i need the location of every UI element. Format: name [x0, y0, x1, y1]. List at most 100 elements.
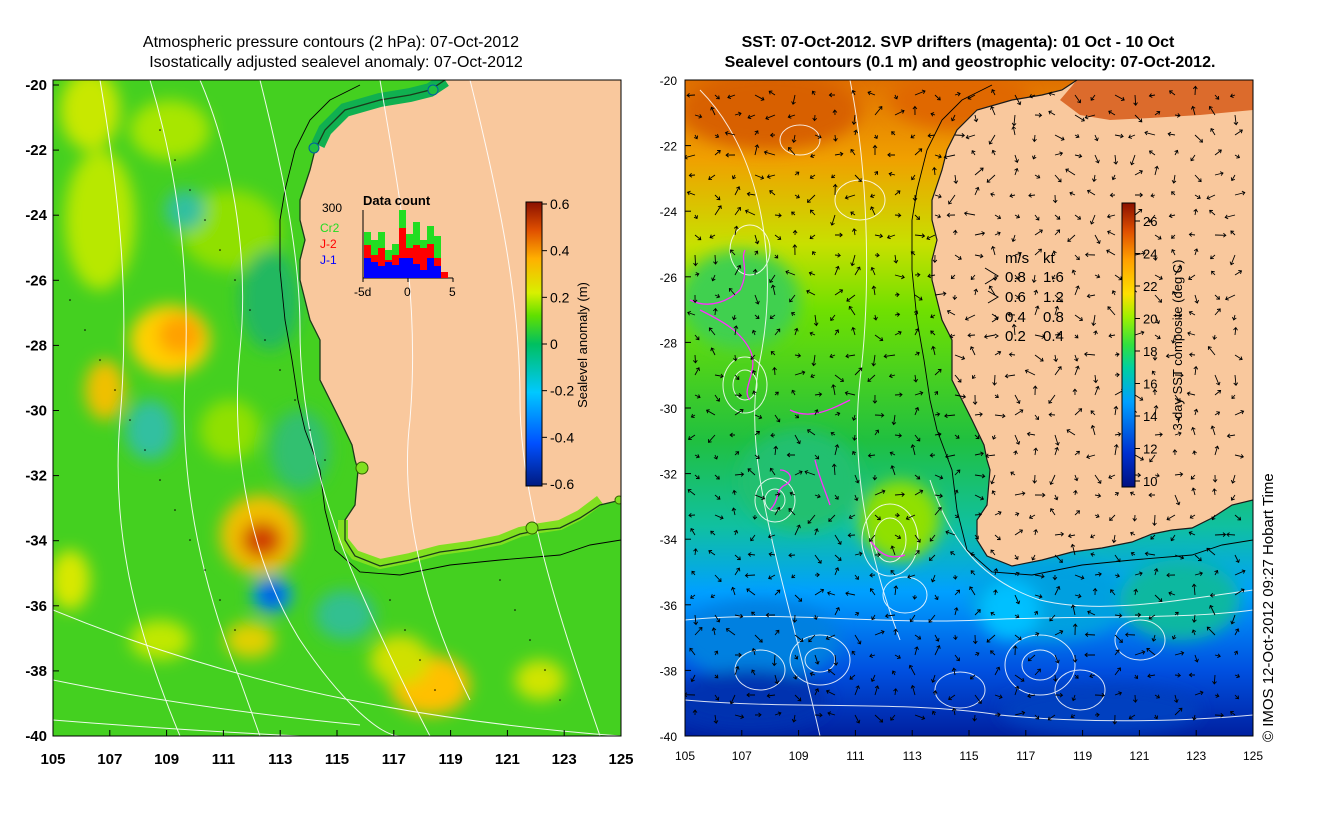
velocity-vector	[1153, 714, 1159, 720]
velocity-vector	[834, 534, 842, 545]
colorbar-tick-label: 10	[1143, 474, 1157, 489]
velocity-vector	[1186, 391, 1196, 396]
velocity-vector	[1033, 447, 1038, 456]
colorbar-tick-label: 22	[1143, 279, 1157, 294]
velocity-vector	[946, 309, 956, 316]
velocity-vector	[754, 234, 760, 245]
velocity-vector	[1194, 294, 1200, 304]
velocity-vector	[1113, 405, 1119, 416]
velocity-vector	[893, 94, 899, 100]
velocity-vector	[1147, 673, 1156, 679]
velocity-vector	[994, 666, 1001, 676]
velocity-vector	[1031, 554, 1036, 561]
velocity-vector	[714, 614, 721, 623]
velocity-vector	[1234, 514, 1242, 521]
colorbar-tick-label: 14	[1143, 409, 1157, 424]
velocity-vector	[1114, 443, 1119, 456]
colorbar-tick-label: 0.4	[550, 243, 570, 259]
velocity-vector	[1051, 274, 1056, 280]
velocity-vector	[692, 709, 698, 716]
velocity-vector	[884, 613, 896, 619]
velocity-vector	[990, 474, 996, 485]
velocity-vector	[1034, 610, 1039, 616]
velocity-vector	[1027, 693, 1036, 699]
y-tick-label: -40	[660, 730, 678, 744]
velocity-vector	[1114, 94, 1125, 102]
velocity-vector	[810, 373, 816, 379]
velocity-vector	[1234, 554, 1240, 564]
velocity-vector	[724, 130, 736, 136]
velocity-vector	[1070, 714, 1076, 719]
velocity-vector	[969, 674, 976, 680]
velocity-vector	[854, 634, 862, 645]
velocity-vector	[714, 373, 724, 379]
velocity-vector	[1049, 614, 1056, 622]
velocity-vector	[1074, 674, 1079, 679]
velocity-vector	[1074, 474, 1079, 482]
velocity-vector	[1029, 93, 1036, 99]
velocity-vector	[1010, 471, 1016, 476]
velocity-vector	[734, 554, 741, 561]
velocity-vector	[943, 154, 956, 160]
velocity-vector	[792, 229, 798, 236]
colorbar-tick-label: -0.2	[550, 383, 574, 399]
tide-gauge-marker	[427, 84, 439, 96]
velocity-vector	[788, 508, 796, 516]
velocity-vector	[711, 627, 717, 636]
velocity-vector	[828, 92, 836, 98]
right-map	[684, 79, 1254, 737]
velocity-vector	[1214, 653, 1221, 659]
velocity-vector	[1034, 229, 1043, 236]
velocity-vector	[914, 390, 924, 396]
velocity-vector	[894, 292, 900, 298]
velocity-vector	[1054, 554, 1063, 563]
velocity-vector	[1114, 667, 1121, 676]
velocity-vector	[1111, 290, 1116, 296]
velocity-vector	[690, 413, 696, 418]
velocity-vector	[914, 434, 921, 442]
velocity-vector	[967, 94, 976, 100]
velocity-vector	[709, 234, 716, 239]
y-tick-label: -24	[25, 207, 47, 224]
velocity-vector	[751, 647, 757, 656]
velocity-vector	[712, 307, 718, 316]
velocity-vector	[1134, 330, 1145, 336]
colorbar-tick-label: 0.6	[550, 196, 570, 212]
velocity-vector	[831, 174, 836, 179]
velocity-vector	[1114, 573, 1120, 578]
velocity-vector	[814, 712, 823, 718]
velocity-vector	[954, 394, 967, 399]
velocity-vector	[850, 148, 856, 156]
velocity-vector	[1188, 352, 1196, 358]
inset-xtick-right: 5	[449, 285, 456, 299]
velocity-vector	[972, 714, 978, 722]
velocity-vector	[693, 614, 699, 626]
velocity-vector	[1054, 294, 1063, 303]
x-tick-label: 113	[268, 751, 292, 768]
right-title-line1: SST: 07-Oct-2012. SVP drifters (magenta)…	[742, 34, 1175, 51]
velocity-vector	[888, 373, 896, 379]
velocity-vector	[1086, 189, 1096, 196]
velocity-vector	[954, 607, 959, 616]
velocity-vector	[1210, 425, 1216, 436]
velocity-vector	[894, 654, 901, 659]
velocity-vector	[1093, 374, 1098, 384]
velocity-vector	[1034, 632, 1040, 637]
velocity-vector	[1234, 628, 1240, 636]
x-tick-label: 107	[97, 751, 122, 768]
velocity-vector	[766, 693, 776, 699]
velocity-vector	[814, 588, 825, 596]
colorbar-tick-label: 0.2	[550, 289, 570, 305]
velocity-vector	[852, 228, 857, 236]
velocity-vector	[714, 205, 722, 216]
imos-credit: © IMOS 12-Oct-2012 09:27 Hobart Time	[1260, 473, 1277, 742]
velocity-vector	[834, 151, 844, 157]
velocity-vector	[967, 332, 976, 338]
velocity-vector	[1233, 326, 1238, 336]
velocity-vector	[944, 413, 956, 419]
velocity-vector	[993, 567, 999, 576]
velocity-vector	[1230, 474, 1236, 484]
velocity-vector	[1111, 174, 1116, 181]
velocity-vector	[1034, 492, 1046, 498]
